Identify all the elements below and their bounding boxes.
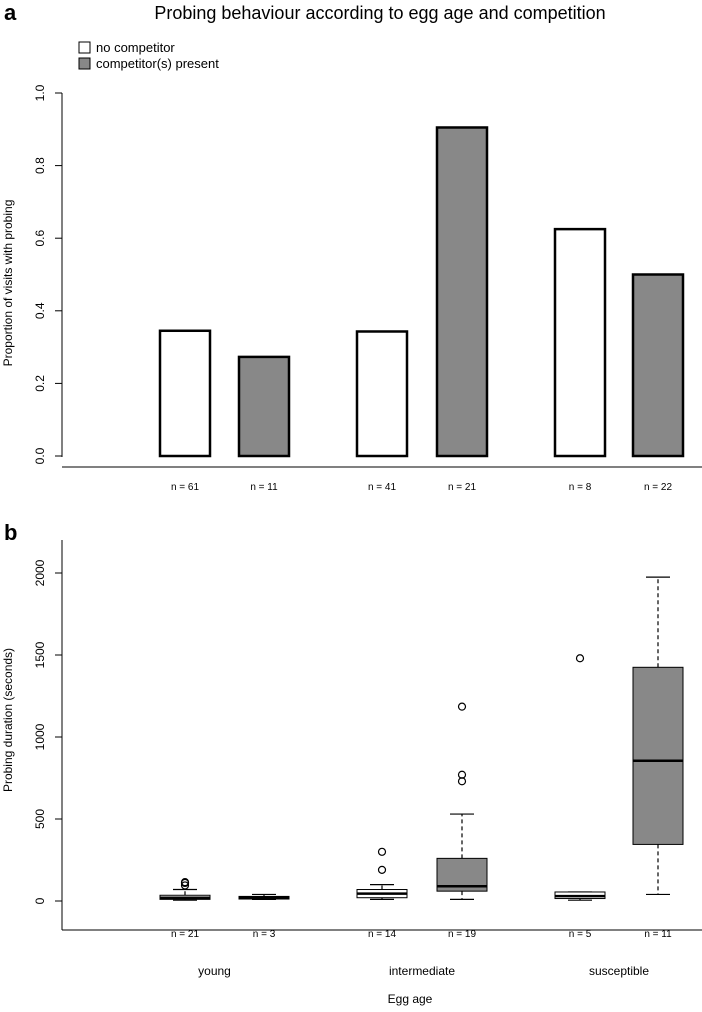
legend-label-no-competitor: no competitor: [96, 40, 175, 55]
panel-b-category-young: young: [198, 964, 231, 978]
bar-susceptible-no-competitor: [553, 227, 607, 458]
legend-swatch-competitor-present: [78, 57, 91, 70]
panel-a-y-tick-label: 0.6: [33, 230, 47, 247]
panel-b-n-label: n = 21: [171, 929, 200, 940]
figure-title: Probing behaviour according to egg age a…: [154, 3, 605, 23]
panel-b-x-label: Egg age: [388, 992, 433, 1006]
bar-intermediate-no-competitor: [355, 330, 409, 458]
panel-b-y-label: Probing duration (seconds): [1, 648, 15, 792]
box-intermediate-competitor-s-present-outlier: [457, 770, 467, 779]
panel-b-y-tick-label: 1000: [33, 723, 47, 750]
legend: no competitor competitor(s) present: [78, 40, 219, 71]
panel-b-y-tick-label: 500: [33, 809, 47, 829]
panel-b-n-label: n = 19: [448, 929, 477, 940]
panel-a-y-tick-label: 0.4: [33, 302, 47, 319]
panel-a-bar-chart: Proportion of visits with probing 0.0 0.2…: [1, 84, 702, 493]
panel-a-y-tick-label: 0.8: [33, 157, 47, 174]
panel-b-y-tick-label: 2000: [33, 559, 47, 586]
box-intermediate-no-competitor-outlier: [377, 847, 387, 856]
bar-young-no-competitor: [158, 329, 212, 458]
legend-label-competitor-present: competitor(s) present: [96, 56, 219, 71]
panel-b-category-intermediate: intermediate: [389, 964, 455, 978]
bar-intermediate-competitor-s-present: [435, 126, 489, 458]
box-susceptible-no-competitor-outlier: [575, 654, 585, 663]
panel-a-y-tick-label: 1.0: [33, 84, 47, 101]
legend-swatch-no-competitor: [78, 41, 91, 54]
box-intermediate-competitor-s-present-outlier: [457, 777, 467, 786]
panel-b-n-label: n = 11: [644, 929, 672, 940]
panel-a-y-tick-label: 0.0: [33, 447, 47, 464]
panel-b-n-label: n = 5: [569, 929, 592, 940]
panel-a-n-label: n = 11: [250, 482, 278, 493]
panel-a-n-label: n = 8: [569, 482, 592, 493]
box-susceptible-competitor-s-present: [632, 666, 684, 845]
box-intermediate-no-competitor-outlier: [377, 865, 387, 874]
panel-b-category-susceptible: susceptible: [589, 964, 649, 978]
panel-a-letter: a: [4, 0, 17, 25]
panel-b-y-tick-label: 1500: [33, 641, 47, 668]
panel-a-n-label: n = 61: [171, 482, 200, 493]
panel-a-n-label: n = 21: [448, 482, 477, 493]
panel-b-boxplot: Probing duration (seconds) Egg age 0 500 1…: [1, 540, 702, 1006]
panel-a-n-label: n = 41: [368, 482, 397, 493]
panel-a-y-tick-label: 0.2: [33, 375, 47, 392]
bar-young-competitor-s-present: [237, 355, 291, 458]
panel-b-letter: b: [4, 520, 17, 545]
panel-b-n-label: n = 3: [253, 929, 276, 940]
panel-b-y-tick-label: 0: [33, 897, 47, 904]
box-young-no-competitor-outlier: [180, 878, 190, 887]
box-intermediate-competitor-s-present-outlier: [457, 702, 467, 711]
panel-a-y-label: Proportion of visits with probing: [1, 200, 15, 367]
panel-a-n-label: n = 22: [644, 482, 673, 493]
panel-b-n-label: n = 14: [368, 929, 397, 940]
bar-susceptible-competitor-s-present: [631, 273, 685, 458]
box-young-no-competitor-outlier: [180, 881, 190, 890]
